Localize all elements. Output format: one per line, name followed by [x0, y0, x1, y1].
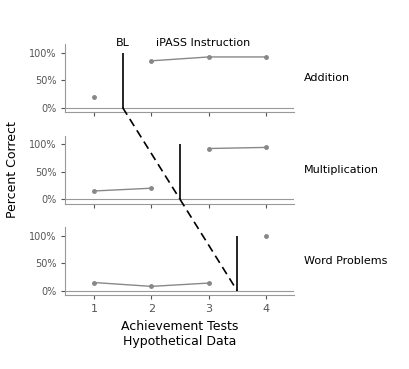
X-axis label: Achievement Tests
Hypothetical Data: Achievement Tests Hypothetical Data — [121, 320, 238, 348]
Text: Word Problems: Word Problems — [303, 256, 387, 266]
Text: Addition: Addition — [303, 73, 350, 83]
Text: Multiplication: Multiplication — [303, 165, 379, 175]
Text: iPASS Instruction: iPASS Instruction — [156, 38, 250, 48]
Text: Percent Correct: Percent Correct — [6, 121, 19, 218]
Text: BL: BL — [116, 38, 130, 48]
